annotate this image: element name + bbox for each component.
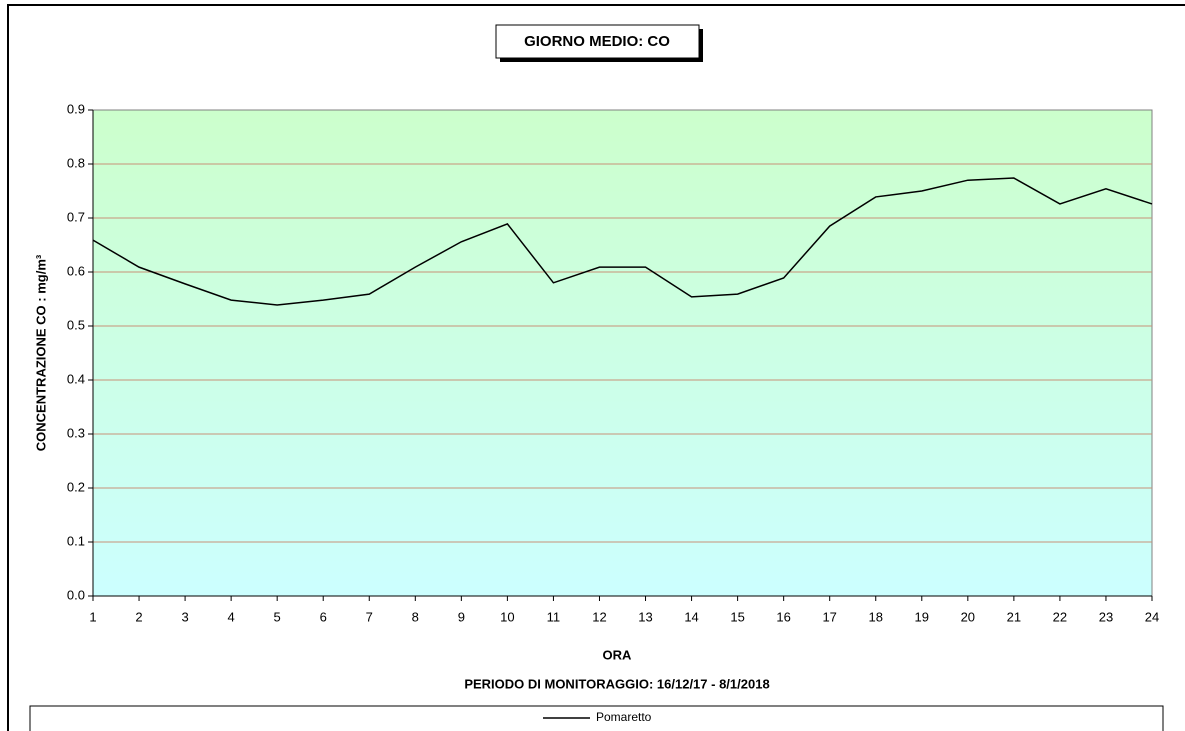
x-tick-label: 1 — [89, 609, 96, 624]
x-tick-label: 9 — [458, 609, 465, 624]
y-tick-label: 0.8 — [67, 155, 85, 170]
x-tick-label: 11 — [547, 609, 561, 624]
x-tick-label: 7 — [366, 609, 373, 624]
subtitle: PERIODO DI MONITORAGGIO: 16/12/17 - 8/1/… — [464, 676, 769, 691]
y-tick-label: 0.2 — [67, 479, 85, 494]
x-tick-label: 12 — [592, 609, 606, 624]
x-tick-label: 20 — [961, 609, 975, 624]
x-tick-label: 22 — [1053, 609, 1067, 624]
data-line — [92, 177, 1153, 306]
x-axis-label: ORA — [603, 647, 633, 662]
x-tick-label: 14 — [684, 609, 698, 624]
y-tick-label: 0.4 — [67, 371, 85, 386]
x-tick-label: 17 — [822, 609, 836, 624]
plot-area — [92, 109, 1153, 597]
title-box — [495, 24, 700, 59]
y-tick-label: 0.3 — [67, 425, 85, 440]
x-tick-label: 6 — [320, 609, 327, 624]
x-tick-label: 5 — [274, 609, 281, 624]
x-tick-label: 23 — [1099, 609, 1113, 624]
y-tick-label: 0.5 — [67, 317, 85, 332]
x-tick-label: 18 — [869, 609, 883, 624]
legend-box — [29, 705, 1164, 731]
y-tick-label: 0.7 — [67, 209, 85, 224]
legend-label: Pomaretto — [596, 710, 652, 724]
y-tick-label: 0.6 — [67, 263, 85, 278]
y-tick-label: 0.1 — [67, 533, 85, 548]
x-tick-label: 8 — [412, 609, 419, 624]
y-axis-label: CONCENTRAZIONE CO : mg/m³ — [33, 254, 48, 451]
x-tick-label: 24 — [1145, 609, 1159, 624]
x-tick-label: 4 — [228, 609, 235, 624]
y-tick-label: 0.9 — [67, 101, 85, 116]
x-tick-label: 15 — [730, 609, 744, 624]
chart-title: GIORNO MEDIO: CO — [524, 33, 670, 50]
x-tick-label: 21 — [1007, 609, 1021, 624]
x-tick-label: 13 — [638, 609, 652, 624]
y-tick-label: 0.0 — [67, 587, 85, 602]
x-tick-label: 10 — [500, 609, 514, 624]
x-tick-label: 19 — [915, 609, 929, 624]
x-tick-label: 3 — [181, 609, 188, 624]
x-tick-label: 16 — [776, 609, 790, 624]
x-tick-label: 2 — [135, 609, 142, 624]
